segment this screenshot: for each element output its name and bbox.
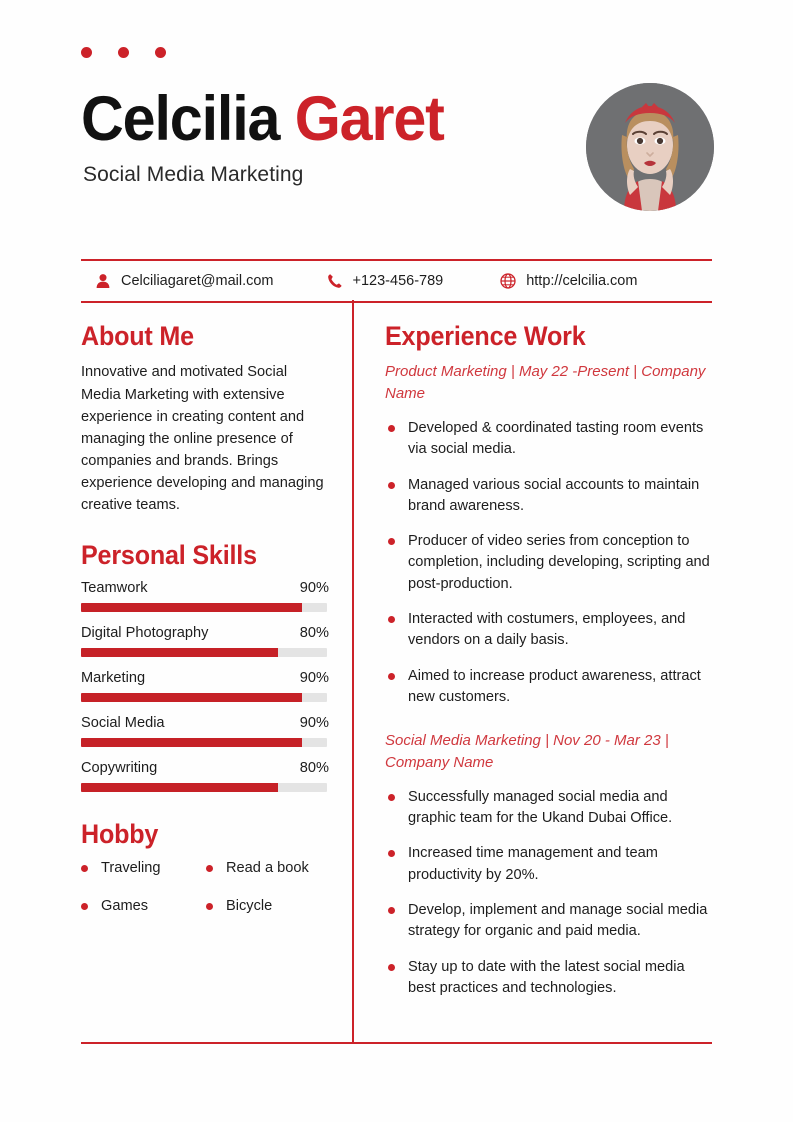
skill-progress-track: [81, 782, 327, 792]
experience-heading: Product Marketing | May 22 -Present | Co…: [385, 363, 706, 402]
skill-item: Marketing 90%: [81, 670, 329, 702]
experience-heading: Social Media Marketing | Nov 20 - Mar 23…: [385, 732, 669, 771]
skill-row: Teamwork 90%: [81, 580, 329, 596]
experience-bullet: Interacted with costumers, employees, an…: [385, 609, 712, 652]
globe-icon: [499, 272, 517, 290]
skill-row: Social Media 90%: [81, 715, 329, 731]
skill-progress-fill: [81, 647, 278, 657]
skill-percent: 90%: [299, 714, 329, 731]
skill-item: Social Media 90%: [81, 715, 329, 747]
bullet-icon: [206, 864, 213, 872]
skill-item: Copywriting 80%: [81, 760, 329, 792]
right-column: Experience Work Product Marketing | May …: [385, 322, 712, 1013]
experience-bullet: Stay up to date with the latest social m…: [385, 957, 712, 1000]
skill-progress-fill: [81, 782, 278, 792]
experience-title: Experience Work: [385, 321, 586, 351]
skill-label: Digital Photography: [81, 624, 209, 641]
experience-bullet: Increased time management and team produ…: [385, 843, 712, 886]
contact-email-text: Celciliagaret@mail.com: [121, 273, 274, 289]
skill-item: Teamwork 90%: [81, 580, 329, 612]
skill-label: Social Media: [81, 714, 165, 731]
skill-progress-fill: [81, 692, 303, 702]
experience-list: Product Marketing | May 22 -Present | Co…: [385, 361, 712, 999]
hobby-label: Bicycle: [226, 898, 273, 915]
hobby-item: Bicycle: [206, 898, 329, 914]
about-text: Innovative and motivated Social Media Ma…: [81, 364, 324, 514]
hobby-section: Hobby Traveling Read a book Games Bicycle: [81, 820, 329, 914]
about-section: About Me Innovative and motivated Social…: [81, 322, 329, 517]
experience-bullets: Successfully managed social media and gr…: [385, 787, 712, 999]
contact-phone-text: +123-456-789: [352, 273, 444, 289]
dot-3: [155, 47, 166, 58]
experience-bullet: Successfully managed social media and gr…: [385, 787, 712, 830]
contact-bar: Celciliagaret@mail.com +123-456-789 ht: [81, 259, 712, 303]
skill-progress-fill: [81, 602, 303, 612]
skills-title: Personal Skills: [81, 539, 257, 570]
skill-progress-track: [81, 647, 327, 657]
contact-email[interactable]: Celciliagaret@mail.com: [94, 272, 274, 290]
left-column: About Me Innovative and motivated Social…: [81, 322, 329, 914]
dot-1: [81, 47, 92, 58]
experience-bullet: Develop, implement and manage social med…: [385, 900, 712, 943]
contact-website[interactable]: http://celcilia.com: [499, 272, 637, 290]
skill-row: Digital Photography 80%: [81, 625, 329, 641]
about-title: About Me: [81, 321, 194, 351]
decorative-dots: [81, 47, 166, 58]
skill-label: Marketing: [81, 669, 146, 686]
page-title: Celcilia Garet: [81, 88, 683, 151]
skill-percent: 90%: [299, 669, 329, 686]
hobby-label: Traveling: [101, 860, 161, 877]
skill-row: Marketing 90%: [81, 670, 329, 686]
experience-bullet: Aimed to increase product awareness, att…: [385, 666, 712, 709]
column-divider: [352, 300, 354, 1044]
experience-bullet: Managed various social accounts to maint…: [385, 475, 712, 518]
hobby-label: Games: [101, 898, 149, 915]
portrait-photo: [586, 83, 714, 211]
skill-progress-fill: [81, 737, 303, 747]
skill-label: Teamwork: [81, 579, 148, 596]
last-name: Garet: [294, 84, 445, 154]
skill-percent: 90%: [299, 579, 329, 596]
dot-2: [118, 47, 129, 58]
skill-progress-track: [81, 737, 327, 747]
avatar: [586, 83, 714, 211]
skill-progress-track: [81, 692, 327, 702]
hobby-label: Read a book: [226, 860, 309, 877]
skill-progress-track: [81, 602, 327, 612]
bottom-rule: [81, 1042, 712, 1044]
bullet-icon: [81, 864, 88, 872]
skills-section: Personal Skills Teamwork 90% Digital Photo…: [81, 539, 329, 792]
skill-percent: 80%: [299, 624, 329, 641]
experience-bullet: Developed & coordinated tasting room eve…: [385, 418, 712, 461]
skill-label: Copywriting: [81, 759, 158, 776]
bullet-icon: [206, 902, 213, 910]
contact-phone[interactable]: +123-456-789: [326, 272, 444, 290]
person-icon: [94, 272, 112, 290]
header: Celcilia Garet Social Media Marketing: [81, 88, 721, 218]
hobby-item: Games: [81, 898, 206, 914]
skill-percent: 80%: [299, 759, 329, 776]
skill-row: Copywriting 80%: [81, 760, 329, 776]
hobby-item: Read a book: [206, 860, 329, 876]
phone-icon: [326, 272, 344, 290]
experience-entry: Product Marketing | May 22 -Present | Co…: [385, 361, 712, 708]
bullet-icon: [81, 902, 88, 910]
skill-item: Digital Photography 80%: [81, 625, 329, 657]
experience-entry: Social Media Marketing | Nov 20 - Mar 23…: [385, 730, 712, 999]
hobby-list: Traveling Read a book Games Bicycle: [81, 860, 329, 914]
skills-list: Teamwork 90% Digital Photography 80% Marketi…: [81, 580, 329, 792]
contact-website-text: http://celcilia.com: [526, 273, 638, 289]
experience-bullet: Producer of video series from conception…: [385, 531, 712, 595]
hobby-item: Traveling: [81, 860, 206, 876]
experience-bullets: Developed & coordinated tasting room eve…: [385, 418, 712, 708]
first-name: Celcilia: [81, 84, 280, 154]
hobby-title: Hobby: [81, 818, 159, 849]
job-role-subtitle: Social Media Marketing: [83, 163, 304, 186]
